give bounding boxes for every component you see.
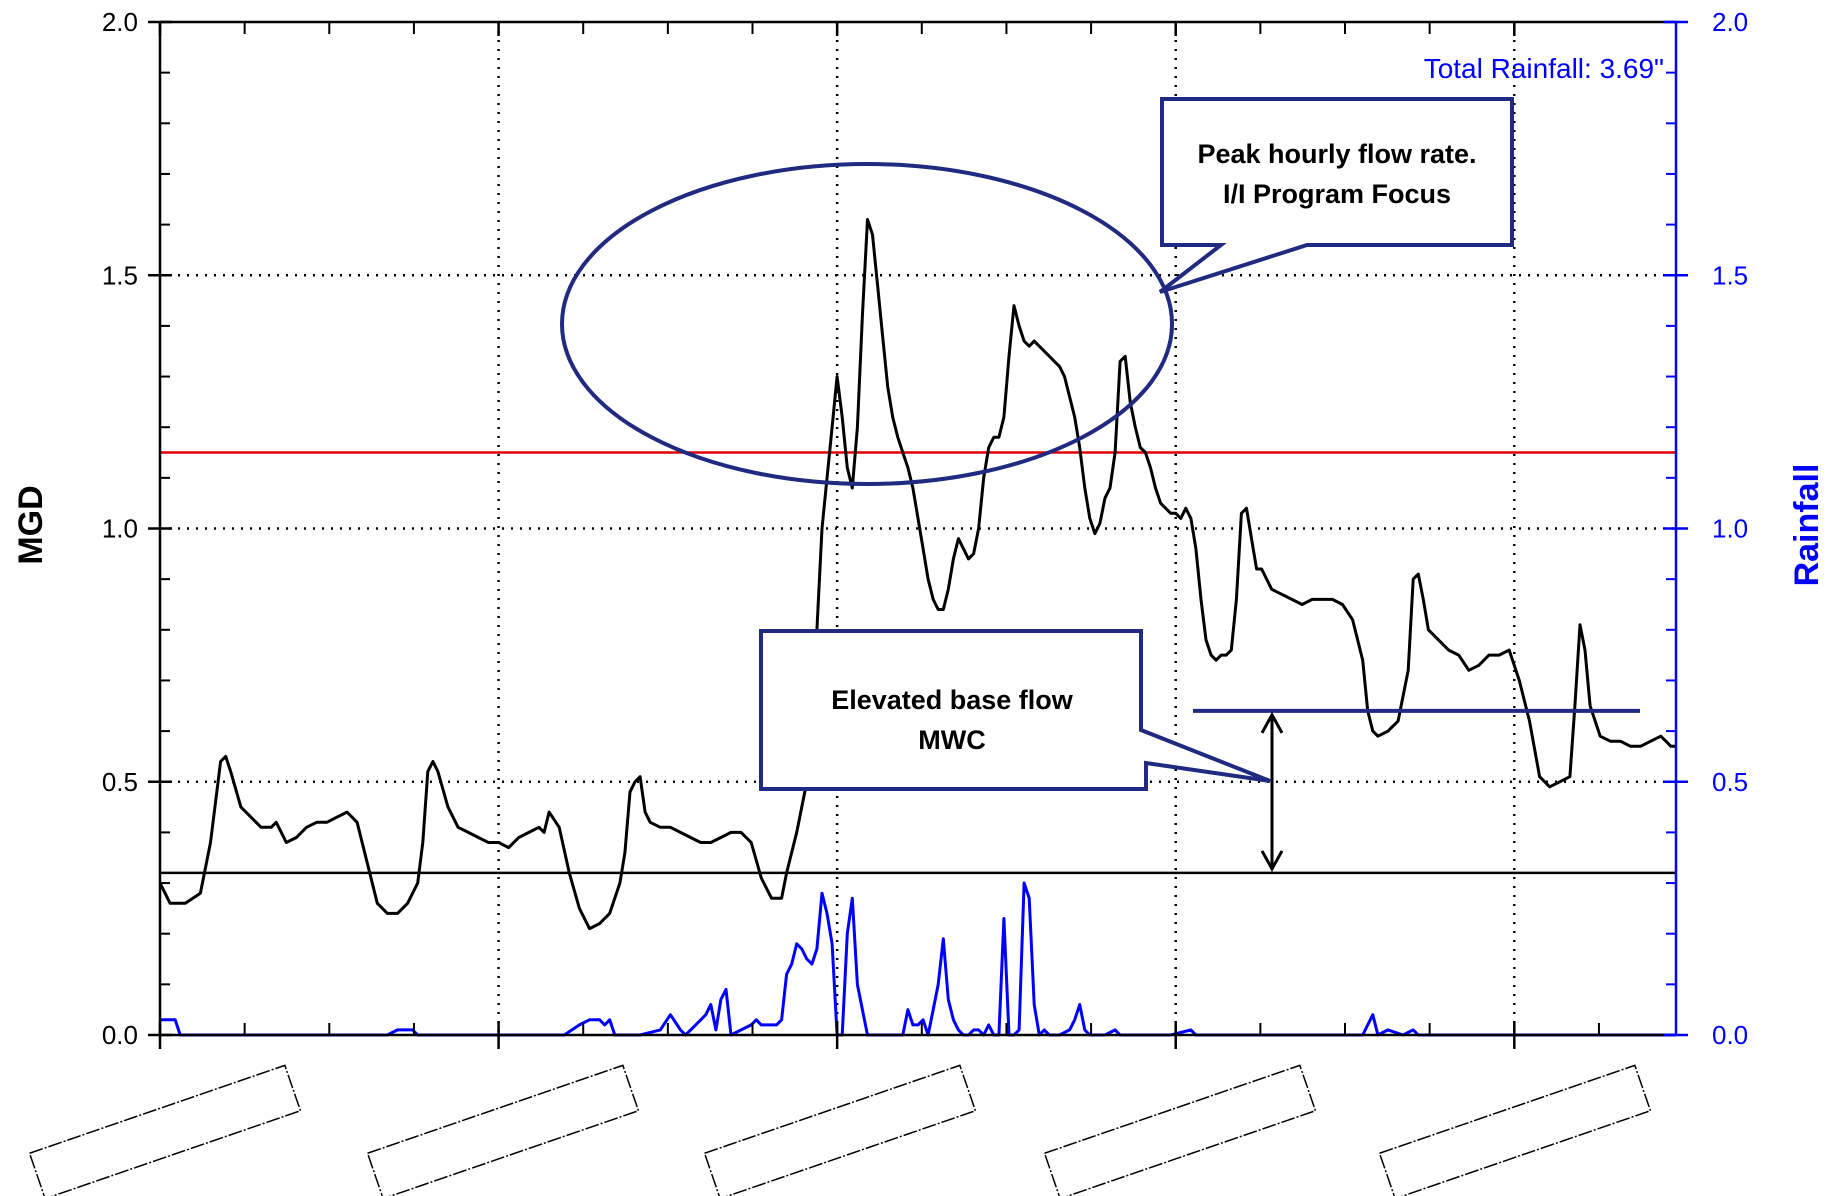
base-callout-box bbox=[759, 629, 1271, 791]
total-rainfall-label: Total Rainfall: 3.69" bbox=[1424, 53, 1664, 84]
peak-flow-ellipse bbox=[560, 162, 1174, 486]
x-axis-label-boxes bbox=[28, 1064, 1652, 1196]
base-flow-arrow-head-up bbox=[1260, 711, 1284, 734]
peak-callout-box bbox=[1158, 97, 1514, 294]
peak-callout-line-2: I/I Program Focus bbox=[1223, 179, 1451, 209]
x-label-box-3 bbox=[1043, 1064, 1317, 1196]
x-label-box-frame bbox=[1043, 1064, 1317, 1196]
left-tick-label-0: 0.0 bbox=[102, 1020, 138, 1050]
base-flow-arrow-head-down bbox=[1260, 850, 1284, 873]
right-tick-label-0: 0.0 bbox=[1712, 1020, 1748, 1050]
left-tick-label-4: 2.0 bbox=[102, 7, 138, 37]
rainfall-series-line bbox=[160, 881, 1676, 1037]
base-callout-line-1: Elevated base flow bbox=[831, 685, 1074, 715]
flow-series-line bbox=[158, 218, 1676, 931]
right-tick-label-4: 2.0 bbox=[1712, 7, 1748, 37]
left-tick-label-1: 0.5 bbox=[102, 767, 138, 797]
right-tick-label-1: 0.5 bbox=[1712, 767, 1748, 797]
axes: 0.0 0.5 1.0 1.5 2.0 0.0 0.5 1.0 1.5 2.0 bbox=[102, 7, 1748, 1050]
x-label-box-frame bbox=[1378, 1064, 1652, 1196]
x-label-box-4 bbox=[1378, 1064, 1652, 1196]
data-series bbox=[158, 218, 1676, 1037]
x-label-box-frame bbox=[366, 1064, 640, 1196]
base-callout-line-2: MWC bbox=[918, 725, 985, 755]
x-label-box-frame bbox=[703, 1064, 977, 1196]
x-label-box-0 bbox=[28, 1064, 302, 1196]
annotations: Peak hourly flow rate. I/I Program Focus… bbox=[560, 53, 1664, 791]
left-tick-label-2: 1.0 bbox=[102, 514, 138, 544]
peak-callout-line-1: Peak hourly flow rate. bbox=[1197, 139, 1476, 169]
x-label-box-1 bbox=[366, 1064, 640, 1196]
right-tick-label-3: 1.5 bbox=[1712, 260, 1748, 290]
threshold-lines bbox=[160, 451, 1676, 875]
left-tick-label-3: 1.5 bbox=[102, 260, 138, 290]
x-label-box-2 bbox=[703, 1064, 977, 1196]
x-label-box-frame bbox=[28, 1064, 302, 1196]
right-tick-label-2: 1.0 bbox=[1712, 514, 1748, 544]
y-axis-title-right: Rainfall bbox=[1788, 464, 1826, 587]
y-axis-title-left: MGD bbox=[12, 485, 50, 564]
